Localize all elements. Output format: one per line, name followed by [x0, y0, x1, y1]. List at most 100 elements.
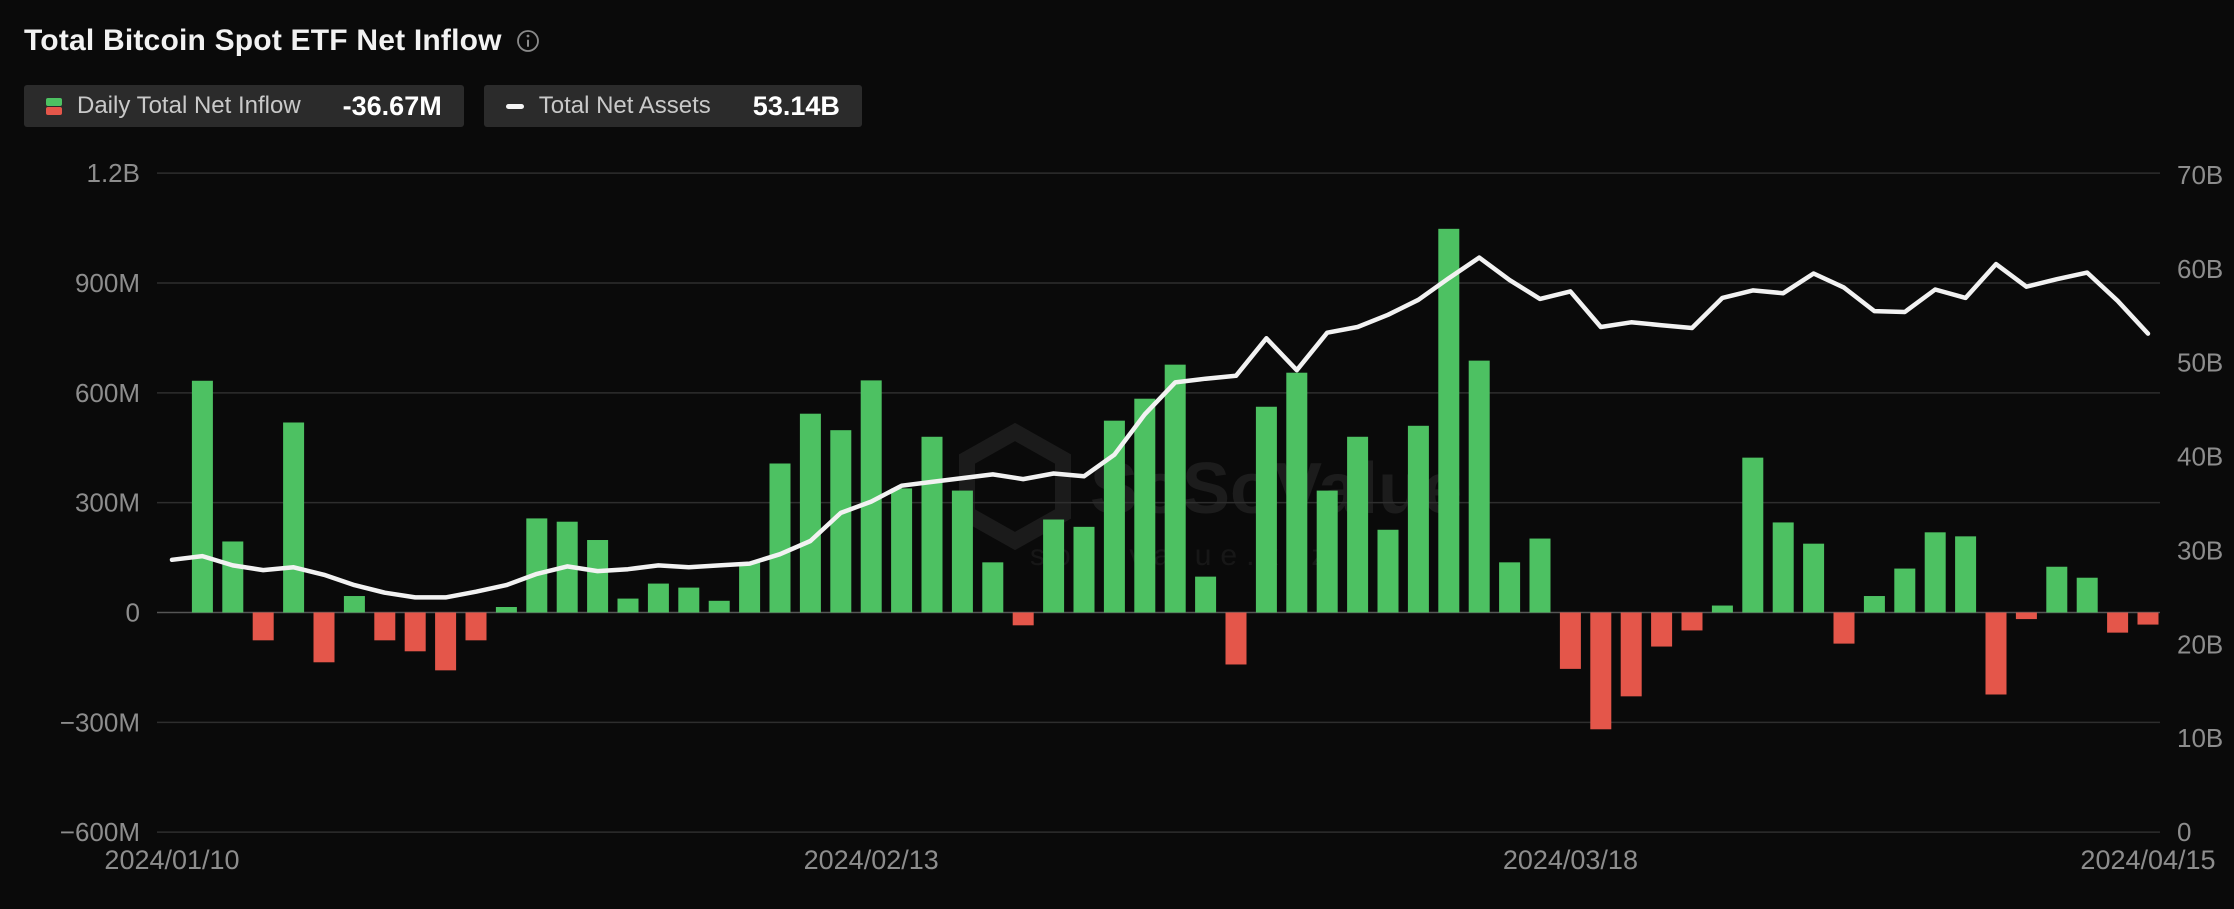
- x-axis-tick: 2024/04/15: [2080, 845, 2215, 875]
- right-axis-tick: 10B: [2177, 723, 2223, 753]
- inflow-bar[interactable]: [222, 541, 244, 613]
- inflow-bar[interactable]: [1407, 425, 1429, 613]
- inflow-bar[interactable]: [769, 463, 791, 613]
- inflow-bar[interactable]: [495, 607, 517, 613]
- inflow-bar[interactable]: [951, 490, 973, 613]
- right-axis-tick: 0: [2177, 817, 2191, 847]
- inflow-bar[interactable]: [1863, 596, 1885, 613]
- right-axis-tick: 70B: [2177, 160, 2223, 190]
- legend-item-total-net-assets[interactable]: Total Net Assets 53.14B: [483, 85, 862, 127]
- inflow-bar[interactable]: [1681, 612, 1703, 631]
- inflow-bar[interactable]: [921, 436, 943, 613]
- inflow-bar[interactable]: [1772, 522, 1794, 613]
- inflow-bar[interactable]: [191, 380, 213, 613]
- inflow-bar[interactable]: [1255, 406, 1277, 613]
- inflow-bar[interactable]: [1012, 612, 1034, 626]
- inflow-bar[interactable]: [1803, 543, 1825, 613]
- inflow-bar[interactable]: [313, 612, 335, 663]
- inflow-bar[interactable]: [587, 540, 609, 613]
- inflow-bar[interactable]: [2046, 566, 2068, 613]
- inflow-bar[interactable]: [1134, 398, 1156, 613]
- inflow-bar[interactable]: [678, 587, 700, 613]
- inflow-bar[interactable]: [799, 413, 821, 613]
- inflow-bar[interactable]: [1377, 529, 1399, 613]
- x-axis-tick: 2024/02/13: [804, 845, 939, 875]
- net-assets-line: [169, 255, 2151, 600]
- inflow-bar[interactable]: [708, 600, 730, 613]
- left-axis-tick: 1.2B: [87, 158, 141, 188]
- left-axis-tick: −600M: [60, 817, 140, 847]
- inflow-bar[interactable]: [1894, 568, 1916, 613]
- legend: Daily Total Net Inflow -36.67M Total Net…: [24, 85, 862, 127]
- inflow-bar[interactable]: [1043, 519, 1065, 613]
- legend-item-daily-net-inflow[interactable]: Daily Total Net Inflow -36.67M: [24, 85, 464, 127]
- inflow-bar[interactable]: [1529, 538, 1551, 613]
- assets-series-icon: [505, 103, 524, 109]
- inflow-bar[interactable]: [283, 422, 305, 613]
- inflow-bar[interactable]: [647, 583, 669, 613]
- inflow-bar[interactable]: [982, 562, 1004, 613]
- inflow-bar[interactable]: [1073, 526, 1095, 613]
- info-icon[interactable]: [516, 29, 540, 53]
- red-square: [46, 106, 62, 115]
- left-axis-tick: 0: [126, 598, 140, 628]
- inflow-bar[interactable]: [1316, 490, 1338, 613]
- right-axis-tick: 60B: [2177, 254, 2223, 284]
- inflow-bar[interactable]: [374, 612, 396, 641]
- left-axis-tick: 300M: [75, 488, 140, 518]
- inflow-series-icon: [46, 97, 62, 115]
- right-axis-tick: 20B: [2177, 629, 2223, 659]
- inflow-bar[interactable]: [435, 612, 457, 671]
- green-square: [46, 97, 62, 106]
- inflow-bar[interactable]: [1347, 436, 1369, 613]
- right-axis-tick: 40B: [2177, 442, 2223, 472]
- watermark-logo-icon: [959, 422, 1071, 551]
- inflow-bar[interactable]: [617, 598, 639, 613]
- inflow-bar[interactable]: [1955, 536, 1977, 613]
- inflow-bar[interactable]: [739, 562, 761, 613]
- inflow-bar[interactable]: [1711, 605, 1733, 613]
- inflow-bar[interactable]: [1651, 612, 1673, 647]
- left-axis-tick: 600M: [75, 378, 140, 408]
- inflow-bar[interactable]: [1924, 532, 1946, 613]
- inflow-bar[interactable]: [404, 612, 426, 652]
- inflow-bar[interactable]: [860, 380, 882, 613]
- legend-value: 53.14B: [752, 90, 840, 121]
- inflow-bar[interactable]: [891, 488, 913, 613]
- left-axis-tick: −300M: [60, 707, 140, 737]
- inflow-bar[interactable]: [1499, 562, 1521, 613]
- inflow-bar[interactable]: [1620, 612, 1642, 697]
- x-axis-tick: 2024/03/18: [1503, 845, 1638, 875]
- inflow-bar[interactable]: [2137, 612, 2159, 625]
- inflow-bar[interactable]: [2107, 612, 2129, 633]
- inflow-bar[interactable]: [1438, 228, 1460, 613]
- x-axis-tick: 2024/01/10: [104, 845, 239, 875]
- inflow-bar[interactable]: [1468, 360, 1490, 613]
- inflow-bar[interactable]: [465, 612, 487, 641]
- left-axis-tick: 900M: [75, 268, 140, 298]
- inflow-bar[interactable]: [1985, 612, 2007, 695]
- inflow-bar[interactable]: [526, 518, 548, 613]
- inflow-bar[interactable]: [830, 430, 852, 613]
- inflow-bar[interactable]: [343, 596, 365, 613]
- inflow-bar[interactable]: [1590, 612, 1612, 730]
- right-axis-tick: 50B: [2177, 348, 2223, 378]
- inflow-bar[interactable]: [1742, 457, 1764, 613]
- inflow-bar[interactable]: [2015, 612, 2037, 620]
- inflow-bar[interactable]: [1164, 364, 1186, 613]
- chart-header: Total Bitcoin Spot ETF Net Inflow: [24, 24, 540, 58]
- inflow-bar[interactable]: [1195, 576, 1217, 613]
- inflow-bar[interactable]: [1286, 372, 1308, 613]
- inflow-bar[interactable]: [2076, 577, 2098, 613]
- inflow-bar[interactable]: [252, 612, 274, 641]
- right-axis-tick: 30B: [2177, 535, 2223, 565]
- legend-label: Total Net Assets: [538, 92, 711, 119]
- inflow-bar[interactable]: [1833, 612, 1855, 644]
- inflow-bar[interactable]: [1225, 612, 1247, 665]
- inflow-bar[interactable]: [1559, 612, 1581, 669]
- page-title: Total Bitcoin Spot ETF Net Inflow: [24, 24, 502, 57]
- inflow-bar[interactable]: [1103, 420, 1125, 613]
- legend-label: Daily Total Net Inflow: [77, 92, 301, 119]
